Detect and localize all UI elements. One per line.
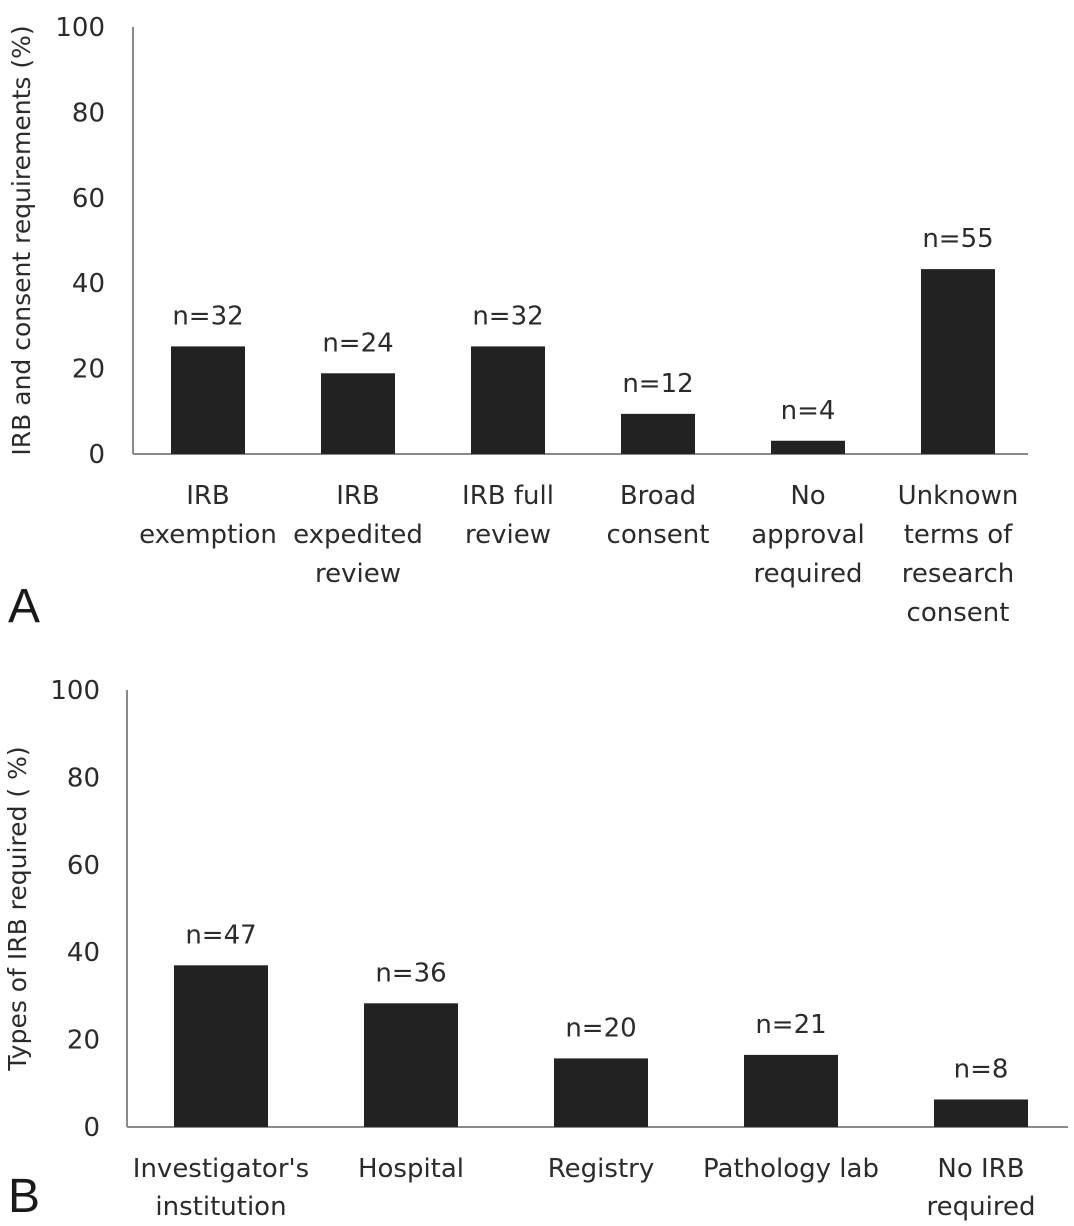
y-tick-label: 40 xyxy=(72,269,105,299)
y-tick-label: 80 xyxy=(67,763,100,793)
y-tick-label: 20 xyxy=(67,1026,100,1056)
y-tick-label: 20 xyxy=(72,355,105,385)
x-category-label: IRB expedited review xyxy=(293,481,423,589)
bar-data-label: n=12 xyxy=(622,369,693,399)
bar-data-label: n=21 xyxy=(755,1010,826,1040)
bar xyxy=(321,373,395,454)
panel-label: B xyxy=(8,1170,40,1223)
bar-data-label: n=36 xyxy=(375,958,446,988)
bar xyxy=(921,269,995,454)
x-category-label: Investigator's institution xyxy=(133,1154,309,1222)
x-category-label: Hospital xyxy=(358,1154,464,1184)
x-category-label: Registry xyxy=(548,1154,654,1184)
bar-data-label: n=32 xyxy=(472,301,543,331)
x-category-label: Unknown terms of research consent xyxy=(898,481,1019,628)
x-category-label: Broad consent xyxy=(607,481,710,550)
bar-data-label: n=55 xyxy=(922,224,993,254)
y-tick-label: 0 xyxy=(83,1113,100,1143)
y-tick-label: 40 xyxy=(67,938,100,968)
x-category-label: No approval required xyxy=(751,481,865,589)
chart-panel-b: 0 20 40 60 80 100 Types of IRB required ( %) n=… xyxy=(3,676,1068,1223)
bar-data-label: n=24 xyxy=(322,328,393,358)
bar xyxy=(554,1058,648,1127)
bar xyxy=(621,413,695,454)
bar-data-label: n=47 xyxy=(185,920,256,950)
bar-data-label: n=8 xyxy=(954,1054,1009,1084)
bar xyxy=(934,1099,1028,1127)
x-category-label: IRB full review xyxy=(462,481,554,550)
x-category-label: IRB exemption xyxy=(139,481,277,550)
bar xyxy=(364,1003,458,1127)
y-tick-label: 100 xyxy=(50,676,100,706)
y-tick-label: 60 xyxy=(67,851,100,881)
bar xyxy=(771,440,845,454)
bar-data-label: n=32 xyxy=(172,301,243,331)
bar xyxy=(744,1054,838,1127)
y-tick-label: 0 xyxy=(88,440,105,470)
chart-panel-a: 0 20 40 60 80 100 IRB and consent requirements… xyxy=(7,13,1028,633)
x-category-label: Pathology lab xyxy=(703,1154,879,1184)
y-axis-label: IRB and consent requirements (%) xyxy=(7,25,36,455)
bar-data-label: n=20 xyxy=(565,1013,636,1043)
bar xyxy=(171,346,245,454)
y-tick-label: 60 xyxy=(72,184,105,214)
bar xyxy=(471,346,545,454)
bar-data-label: n=4 xyxy=(781,396,836,426)
y-axis-label: Types of IRB required ( %) xyxy=(3,746,32,1071)
x-category-label: No IRB required xyxy=(927,1154,1036,1222)
y-tick-label: 100 xyxy=(55,13,105,43)
bar xyxy=(174,965,268,1127)
y-tick-label: 80 xyxy=(72,98,105,128)
panel-label: A xyxy=(8,580,40,633)
